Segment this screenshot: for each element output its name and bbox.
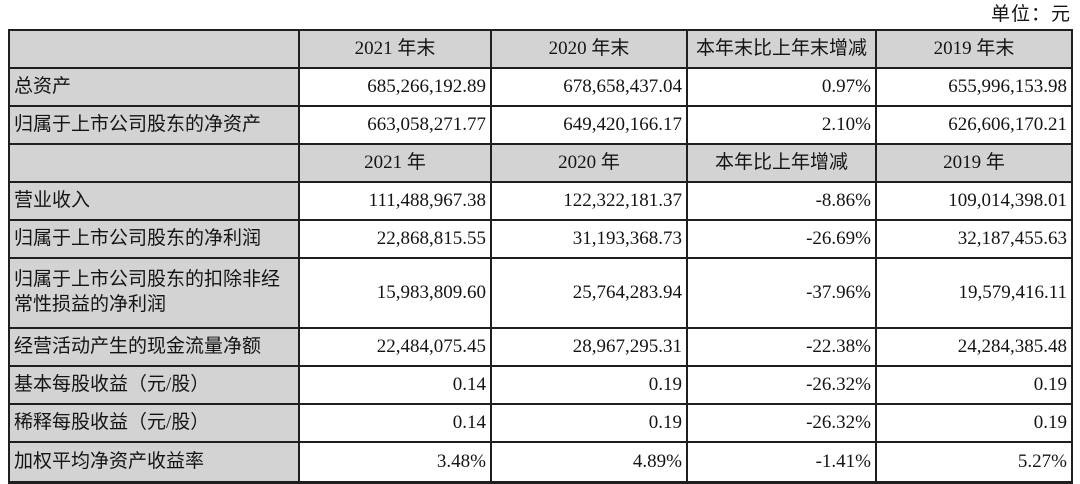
- row-label: 营业收入: [8, 181, 300, 221]
- header-cell-2020-year: 2020 年: [490, 143, 688, 183]
- row-diluted-eps: 稀释每股收益（元/股） 0.14 0.19 -26.32% 0.19: [8, 403, 1073, 443]
- header-cell-yoy-change-year: 本年比上年增减: [686, 143, 877, 183]
- row-net-assets-attributable: 归属于上市公司股东的净资产 663,058,271.77 649,420,166…: [8, 105, 1073, 145]
- cell-value: 2.10%: [686, 105, 877, 145]
- header-cell-2021-year-end: 2021 年末: [298, 29, 492, 69]
- cell-value: 0.97%: [686, 67, 877, 107]
- row-operating-cash-flow: 经营活动产生的现金流量净额 22,484,075.45 28,967,295.3…: [8, 327, 1073, 367]
- cell-value: 111,488,967.38: [298, 181, 492, 221]
- cell-value: -1.41%: [686, 441, 877, 484]
- cell-value: 0.14: [298, 365, 492, 405]
- cell-value: 32,187,455.63: [875, 219, 1073, 259]
- cell-value: 0.19: [490, 403, 688, 443]
- cell-value: -26.32%: [686, 365, 877, 405]
- cell-value: 0.19: [490, 365, 688, 405]
- cell-value: 31,193,368.73: [490, 219, 688, 259]
- cell-value: -8.86%: [686, 181, 877, 221]
- cell-value: -22.38%: [686, 327, 877, 367]
- header-cell-blank: [8, 143, 300, 183]
- header-cell-2019-year: 2019 年: [875, 143, 1073, 183]
- cell-value: -37.96%: [686, 257, 877, 329]
- cell-value: 19,579,416.11: [875, 257, 1073, 329]
- row-label: 基本每股收益（元/股）: [8, 365, 300, 405]
- cell-value: 0.14: [298, 403, 492, 443]
- cell-value: 685,266,192.89: [298, 67, 492, 107]
- row-label: 经营活动产生的现金流量净额: [8, 327, 300, 367]
- row-label: 加权平均净资产收益率: [8, 441, 300, 484]
- header-row-year-end: 2021 年末 2020 年末 本年末比上年末增减 2019 年末: [8, 29, 1073, 69]
- header-cell-2019-year-end: 2019 年末: [875, 29, 1073, 69]
- row-basic-eps: 基本每股收益（元/股） 0.14 0.19 -26.32% 0.19: [8, 365, 1073, 405]
- row-weighted-avg-roe: 加权平均净资产收益率 3.48% 4.89% -1.41% 5.27%: [8, 441, 1073, 484]
- header-cell-blank: [8, 29, 300, 69]
- cell-value: 4.89%: [490, 441, 688, 484]
- header-cell-2020-year-end: 2020 年末: [490, 29, 688, 69]
- cell-value: 655,996,153.98: [875, 67, 1073, 107]
- cell-value: 15,983,809.60: [298, 257, 492, 329]
- cell-value: 22,484,075.45: [298, 327, 492, 367]
- header-cell-2021-year: 2021 年: [298, 143, 492, 183]
- row-net-profit-excl-nonrecurring: 归属于上市公司股东的扣除非经常性损益的净利润 15,983,809.60 25,…: [8, 257, 1073, 329]
- cell-value: 649,420,166.17: [490, 105, 688, 145]
- cell-value: 0.19: [875, 403, 1073, 443]
- unit-label: 单位：元: [990, 4, 1071, 25]
- row-label: 稀释每股收益（元/股）: [8, 403, 300, 443]
- header-row-year: 2021 年 2020 年 本年比上年增减 2019 年: [8, 143, 1073, 183]
- cell-value: 28,967,295.31: [490, 327, 688, 367]
- header-cell-yoy-change-year-end: 本年末比上年末增减: [686, 29, 877, 69]
- cell-value: 3.48%: [298, 441, 492, 484]
- cell-value: 25,764,283.94: [490, 257, 688, 329]
- cell-value: 22,868,815.55: [298, 219, 492, 259]
- cell-value: 109,014,398.01: [875, 181, 1073, 221]
- row-operating-revenue: 营业收入 111,488,967.38 122,322,181.37 -8.86…: [8, 181, 1073, 221]
- cell-value: -26.32%: [686, 403, 877, 443]
- cell-value: 663,058,271.77: [298, 105, 492, 145]
- cell-value: 678,658,437.04: [490, 67, 688, 107]
- cell-value: 5.27%: [875, 441, 1073, 484]
- cell-value: 626,606,170.21: [875, 105, 1073, 145]
- cell-value: 0.19: [875, 365, 1073, 405]
- row-label: 归属于上市公司股东的净利润: [8, 219, 300, 259]
- cell-value: -26.69%: [686, 219, 877, 259]
- row-net-profit-attributable: 归属于上市公司股东的净利润 22,868,815.55 31,193,368.7…: [8, 219, 1073, 259]
- row-label: 总资产: [8, 67, 300, 107]
- row-label: 归属于上市公司股东的净资产: [8, 105, 300, 145]
- financial-summary-table: 2021 年末 2020 年末 本年末比上年末增减 2019 年末 总资产 68…: [8, 29, 1073, 484]
- cell-value: 24,284,385.48: [875, 327, 1073, 367]
- row-label: 归属于上市公司股东的扣除非经常性损益的净利润: [8, 257, 300, 329]
- cell-value: 122,322,181.37: [490, 181, 688, 221]
- row-total-assets: 总资产 685,266,192.89 678,658,437.04 0.97% …: [8, 67, 1073, 107]
